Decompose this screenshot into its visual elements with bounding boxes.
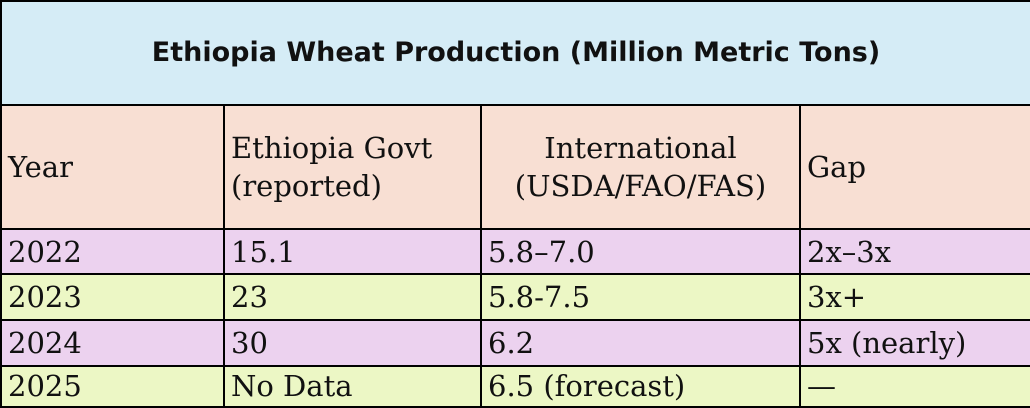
table-row: 2024 30 6.2 5x (nearly) xyxy=(0,318,1030,367)
cell-intl: 5.8–7.0 xyxy=(480,227,801,276)
cell-year: 2024 xyxy=(0,318,225,367)
cell-intl: 6.5 (forecast) xyxy=(480,364,801,408)
cell-year: 2025 xyxy=(0,364,225,408)
header-gap: Gap xyxy=(799,103,1030,230)
cell-gap: 3x+ xyxy=(799,273,1030,321)
header-intl-line2: (USDA/FAO/FAS) xyxy=(514,168,767,203)
cell-intl: 5.8-7.5 xyxy=(480,273,801,321)
table-row: 2023 23 5.8-7.5 3x+ xyxy=(0,273,1030,321)
cell-govt: 23 xyxy=(223,273,482,321)
cell-intl: 6.2 xyxy=(480,318,801,367)
header-year: Year xyxy=(0,103,225,230)
cell-year: 2022 xyxy=(0,227,225,276)
cell-gap: 2x–3x xyxy=(799,227,1030,276)
table-row: 2025 No Data 6.5 (forecast) — xyxy=(0,364,1030,408)
cell-year: 2023 xyxy=(0,273,225,321)
header-govt: Ethiopia Govt (reported) xyxy=(223,103,482,230)
cell-gap: 5x (nearly) xyxy=(799,318,1030,367)
header-intl-line1: International xyxy=(544,130,737,165)
cell-govt: 15.1 xyxy=(223,227,482,276)
header-intl: International (USDA/FAO/FAS) xyxy=(480,103,801,230)
title-row: Ethiopia Wheat Production (Million Metri… xyxy=(0,0,1030,106)
header-row: Year Ethiopia Govt (reported) Internatio… xyxy=(0,103,1030,230)
table-row: 2022 15.1 5.8–7.0 2x–3x xyxy=(0,227,1030,276)
table-title: Ethiopia Wheat Production (Million Metri… xyxy=(0,0,1030,106)
cell-gap: — xyxy=(799,364,1030,408)
cell-govt: No Data xyxy=(223,364,482,408)
header-govt-line1: Ethiopia Govt xyxy=(231,130,433,165)
header-govt-line2: (reported) xyxy=(231,168,382,203)
cell-govt: 30 xyxy=(223,318,482,367)
